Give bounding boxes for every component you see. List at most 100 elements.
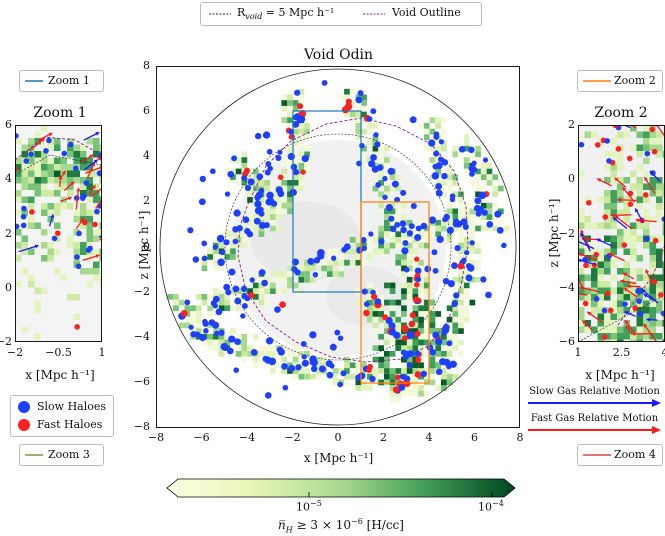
density-cell	[47, 242, 54, 249]
density-cell	[349, 117, 356, 123]
density-cell	[173, 294, 179, 300]
density-cell	[418, 339, 424, 346]
density-cell	[452, 305, 459, 312]
density-cell	[67, 294, 74, 301]
density-cell	[604, 333, 611, 340]
density-cell	[597, 248, 604, 255]
density-cell	[344, 259, 350, 266]
slow-halo	[202, 318, 208, 325]
density-cell	[389, 202, 396, 209]
density-cell	[54, 209, 61, 216]
density-cell	[287, 157, 293, 163]
density-cell	[54, 190, 61, 197]
density-cell	[304, 145, 310, 152]
density-cell	[86, 183, 93, 190]
slow-halo	[266, 197, 275, 206]
density-cell	[578, 339, 585, 342]
fast-halo	[615, 146, 622, 152]
zoom1-void-outline	[15, 136, 102, 161]
density-cell	[292, 185, 299, 192]
density-cell	[167, 294, 174, 300]
density-cell	[492, 174, 498, 180]
density-cell	[304, 123, 310, 129]
density-cell	[469, 151, 476, 158]
fast-halo	[394, 374, 401, 381]
slow-halo	[233, 367, 240, 373]
density-cell	[412, 305, 419, 312]
density-cell	[28, 157, 35, 164]
density-cell	[304, 373, 310, 380]
density-cell	[617, 242, 624, 249]
density-cell	[67, 190, 74, 197]
gas-arrow-head	[641, 289, 646, 294]
density-cell	[578, 242, 585, 249]
density-cell	[54, 164, 61, 171]
slow-halo	[468, 146, 475, 154]
density-cell	[412, 368, 419, 374]
density-cell	[372, 368, 379, 374]
density-cell	[270, 345, 276, 351]
density-cell	[304, 265, 310, 272]
density-cell	[86, 209, 93, 216]
density-cell	[315, 368, 322, 374]
density-cell	[384, 214, 390, 220]
density-cell	[429, 145, 436, 152]
density-cell	[247, 174, 253, 180]
density-cell	[292, 100, 299, 106]
density-cell	[99, 229, 102, 236]
density-cell	[224, 231, 231, 237]
density-cell	[361, 385, 367, 391]
density-cell	[469, 276, 476, 283]
density-cell	[378, 316, 384, 323]
slow-halo	[23, 158, 30, 164]
density-cell	[578, 235, 585, 242]
density-cell	[610, 339, 617, 342]
density-cell	[86, 216, 93, 223]
density-cell	[21, 183, 28, 190]
slow-halo	[232, 238, 239, 245]
density-cell	[366, 316, 373, 323]
density-cell	[213, 311, 219, 317]
density-cell	[213, 265, 219, 272]
density-cell	[649, 131, 656, 138]
density-cell	[384, 282, 390, 289]
main-xticks-label: 0	[334, 431, 342, 444]
main-yticks-label: −8	[133, 420, 150, 433]
slow-halo	[67, 141, 74, 148]
density-cell	[412, 379, 419, 386]
density-cell	[604, 287, 611, 294]
density-cell	[578, 313, 585, 320]
density-cell	[458, 214, 464, 220]
density-cell	[332, 373, 339, 380]
slow-halo	[644, 150, 651, 157]
density-cell	[309, 373, 316, 380]
density-cell	[361, 145, 367, 152]
density-cell	[463, 242, 470, 249]
density-cell	[418, 242, 424, 249]
zoom2-legend: Zoom 2	[577, 70, 663, 92]
density-cell	[67, 170, 74, 177]
density-cell	[389, 282, 396, 289]
density-cell	[452, 208, 459, 215]
density-cell	[361, 100, 367, 106]
density-cell	[630, 242, 637, 249]
density-cell	[446, 379, 453, 386]
density-cell	[475, 276, 481, 283]
density-cell	[617, 339, 624, 342]
density-cell	[378, 174, 384, 180]
density-cell	[649, 274, 656, 281]
density-cell	[258, 345, 265, 351]
gas-legend: Slow Gas Relative Motion Fast Gas Relati…	[524, 386, 665, 438]
slow-halo	[469, 171, 475, 177]
density-cell	[287, 202, 293, 209]
density-cell	[86, 242, 93, 249]
density-cell	[656, 255, 663, 262]
main-ylabel: z [Mpc h⁻¹]	[137, 210, 151, 280]
density-cell	[241, 351, 248, 357]
density-cell	[401, 197, 407, 203]
density-cell	[213, 254, 219, 260]
density-cell	[28, 281, 35, 288]
gas-arrow-head	[587, 311, 592, 316]
fast-halo	[414, 256, 420, 262]
density-cell	[47, 190, 54, 197]
